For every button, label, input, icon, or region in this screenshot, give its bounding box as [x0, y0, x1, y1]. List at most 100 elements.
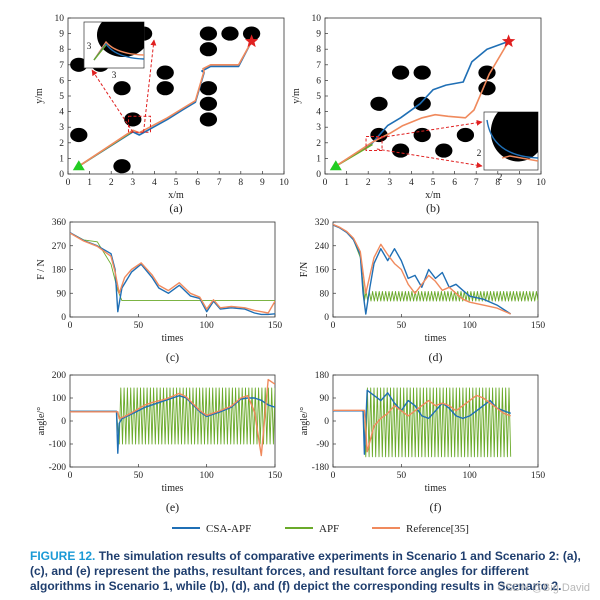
- y-axis-label: F / N: [36, 259, 47, 280]
- x-tick-label: 150: [268, 321, 283, 331]
- x-tick-label: 50: [134, 471, 144, 481]
- y-tick-label: 10: [55, 14, 65, 24]
- y-tick-label: 0: [316, 170, 321, 180]
- obstacle: [370, 96, 388, 111]
- obstacle: [435, 143, 453, 158]
- plot-area: [333, 387, 512, 458]
- obstacle: [199, 42, 218, 57]
- zoom-arrow: [376, 148, 483, 169]
- x-tick-label: 50: [134, 321, 144, 331]
- x-tick-label: 7: [474, 178, 479, 188]
- inset-path-csa: [486, 119, 539, 159]
- goal-marker: [501, 34, 516, 48]
- obstacle: [199, 112, 218, 127]
- series-reference-35-: [333, 394, 511, 453]
- obstacle: [124, 112, 142, 127]
- inset-obstacle: [490, 112, 538, 162]
- y-axis-label: angle/°: [36, 407, 47, 435]
- y-tick-label: 8: [316, 45, 321, 55]
- y-tick-label: 9: [59, 30, 64, 40]
- x-tick-label: 0: [68, 471, 73, 481]
- y-axis-label: y/m: [34, 88, 45, 104]
- y-tick-label: 2: [316, 139, 321, 149]
- x-tick-label: 100: [200, 321, 215, 331]
- y-axis-label: F/N: [299, 262, 310, 278]
- legend-label-apf: APF: [319, 523, 339, 535]
- y-tick-label: 240: [315, 242, 330, 252]
- y-tick-label: 7: [316, 61, 321, 71]
- obstacle: [391, 65, 410, 80]
- x-tick-label: 1: [87, 178, 92, 188]
- plot-area: [333, 223, 538, 315]
- subplot-a: 0 1 2 3 4 5 6 7 8 9 10 0 1 2 3 4 5 6 7 8 9 10 x/m y/m 3 3 (a): [34, 14, 289, 215]
- obstacle: [478, 81, 496, 96]
- y-tick-label: 5: [316, 92, 321, 102]
- x-tick-label: 7: [217, 178, 222, 188]
- x-axis-label: x/m: [425, 190, 441, 201]
- x-tick-label: 2: [366, 178, 371, 188]
- obstacle: [221, 26, 239, 41]
- x-tick-label: 100: [200, 471, 215, 481]
- obstacle: [156, 65, 174, 80]
- y-tick-label: 2: [59, 139, 64, 149]
- subplot-e: 0 50 100 150 -200 -100 0 100 200 times angle/° (e): [36, 371, 282, 514]
- path-line-reference-35-: [335, 40, 510, 167]
- inset-tick-left: 2: [477, 149, 482, 159]
- x-axis-label: times: [425, 483, 447, 494]
- subplot-c: 0 50 100 150 0 90 180 270 360 times F / N (c): [36, 218, 282, 364]
- series-apf: [333, 387, 512, 458]
- series-reference-35-: [70, 232, 275, 314]
- start-marker: [72, 160, 85, 171]
- inset-path-ref: [501, 155, 539, 162]
- obstacle: [242, 26, 261, 41]
- zoom-region: [127, 115, 151, 133]
- y-tick-label: 5: [59, 92, 64, 102]
- y-tick-label: 0: [61, 417, 66, 427]
- plot-frame: [69, 221, 276, 318]
- inset-tick-bottom: 3: [112, 71, 117, 81]
- x-tick-label: 4: [152, 178, 157, 188]
- series-reference-35-: [70, 378, 275, 457]
- x-tick-label: 10: [536, 178, 546, 188]
- inset-tick-left: 3: [87, 42, 92, 52]
- x-tick-label: 0: [66, 178, 71, 188]
- y-axis-label: y/m: [291, 88, 302, 104]
- inset-path-apf: [93, 44, 107, 61]
- x-tick-label: 150: [268, 471, 283, 481]
- y-tick-label: 1: [316, 154, 321, 164]
- y-tick-label: 90: [57, 289, 67, 299]
- y-tick-label: 270: [52, 242, 67, 252]
- x-axis-label: times: [162, 483, 184, 494]
- x-tick-label: 2: [109, 178, 114, 188]
- x-tick-label: 4: [409, 178, 414, 188]
- inset-path-csa: [93, 42, 145, 61]
- x-tick-label: 5: [431, 178, 436, 188]
- zoom-arrow: [376, 119, 483, 139]
- x-tick-label: 6: [452, 178, 457, 188]
- x-tick-label: 0: [323, 178, 328, 188]
- watermark: CSDN @Big David: [497, 582, 590, 594]
- y-tick-label: 180: [315, 371, 330, 381]
- y-tick-label: 9: [316, 30, 321, 40]
- x-tick-label: 9: [517, 178, 522, 188]
- zoom-arrow: [91, 69, 134, 133]
- y-tick-label: 8: [59, 45, 64, 55]
- series-csa-apf: [70, 231, 275, 316]
- subplot-b: 0 1 2 3 4 5 6 7 8 9 10 0 1 2 3 4 5 6 7 8 9 10 x/m y/m 2 2 (b): [291, 14, 546, 215]
- x-tick-label: 10: [279, 178, 289, 188]
- series-csa-apf: [333, 389, 511, 455]
- obstacle: [113, 159, 131, 174]
- obstacle: [113, 81, 131, 96]
- y-tick-label: -200: [49, 463, 67, 473]
- obstacle: [199, 81, 218, 96]
- y-tick-label: 100: [52, 394, 67, 404]
- obstacle: [199, 96, 218, 111]
- legend: CSA-APF APF Reference[35]: [172, 523, 469, 535]
- x-tick-label: 1: [344, 178, 349, 188]
- y-tick-label: 0: [61, 313, 66, 323]
- series-csa-apf: [333, 224, 512, 315]
- y-tick-label: 80: [320, 289, 330, 299]
- x-axis-label: x/m: [168, 190, 184, 201]
- obstacle: [156, 81, 174, 96]
- y-tick-label: -90: [316, 440, 329, 450]
